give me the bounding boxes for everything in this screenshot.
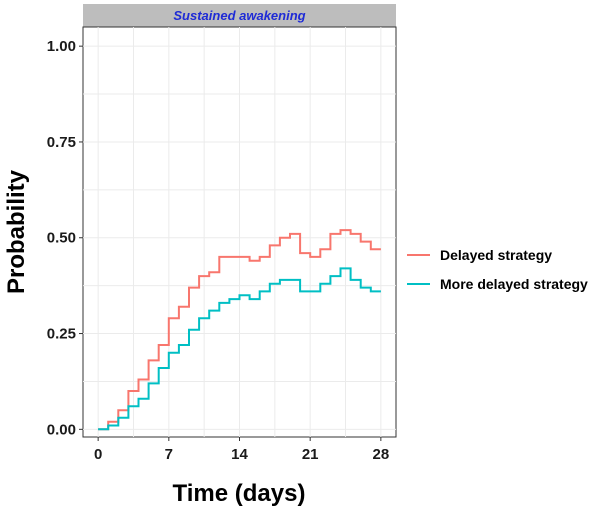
series-line-2 [98, 267, 381, 431]
y-tick-label: 0.75 [47, 134, 76, 151]
y-tick-label: 1.00 [47, 38, 76, 55]
y-tick-label: 0.00 [47, 421, 76, 438]
facet-title: Sustained awakening [173, 8, 305, 23]
facet-strip [83, 4, 396, 27]
x-tick-label: 14 [231, 446, 248, 463]
legend: Delayed strategy More delayed strategy [407, 247, 588, 292]
legend-label-1: Delayed strategy [440, 247, 552, 263]
axis-layer: 0 7 14 21 28 0.00 0.25 0.50 0.75 1.00 [47, 38, 389, 463]
y-tick-label: 0.25 [47, 326, 76, 343]
x-tick-label: 7 [165, 446, 173, 463]
grid-layer [83, 27, 396, 437]
series-layer [98, 229, 381, 431]
x-axis-title: Time (days) [173, 480, 306, 507]
legend-label-2: More delayed strategy [440, 276, 588, 292]
x-tick-label: 28 [373, 446, 390, 463]
y-axis-title: Probability [3, 169, 30, 294]
x-tick-label: 0 [94, 446, 102, 463]
series-line-1 [98, 229, 381, 431]
x-tick-label: 21 [302, 446, 319, 463]
y-tick-label: 0.50 [47, 230, 76, 247]
